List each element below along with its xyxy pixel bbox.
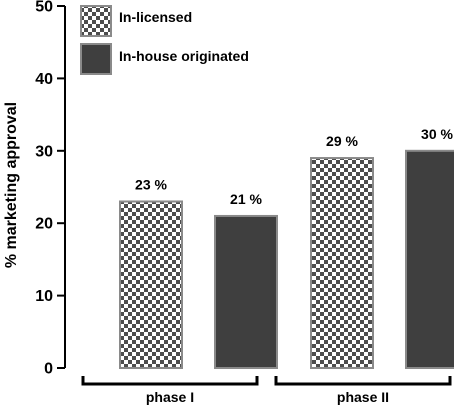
legend: In-licensed In-house originated xyxy=(80,5,249,75)
y-tick-label: 30 xyxy=(35,143,53,160)
bar-in-house-phase-1 xyxy=(214,214,278,369)
bar-in-licensed-phase-1 xyxy=(119,200,183,369)
y-tick-label: 50 xyxy=(35,0,53,16)
legend-label: In-house originated xyxy=(119,48,249,64)
legend-swatch xyxy=(80,43,112,75)
legend-label: In-licensed xyxy=(119,9,192,25)
bar-value-label: 21 % xyxy=(230,191,262,207)
y-axis-label: % marketing approval xyxy=(3,102,20,268)
group-bracket xyxy=(81,376,259,386)
bar-value-label: 30 % xyxy=(421,126,453,142)
bar-in-licensed-phase-2 xyxy=(310,157,374,369)
y-tick-label: 0 xyxy=(44,361,53,378)
bar-value-label: 29 % xyxy=(326,133,358,149)
y-axis-ticks: 0 10 20 30 40 50 xyxy=(35,0,65,378)
y-tick-label: 10 xyxy=(35,288,53,305)
group-label: phase I xyxy=(146,389,194,405)
bar-value-label: 23 % xyxy=(135,176,167,192)
y-tick-label: 20 xyxy=(35,216,53,233)
group-bracket xyxy=(274,376,452,386)
y-tick-label: 40 xyxy=(35,71,53,88)
bar-in-house-phase-2 xyxy=(405,149,454,369)
bars xyxy=(119,149,454,369)
group-label: phase II xyxy=(337,389,389,405)
value-labels: 23 % 29 % 21 % 30 % xyxy=(135,126,453,207)
legend-swatch xyxy=(80,5,112,37)
group-brackets: phase I phase II xyxy=(81,376,452,405)
